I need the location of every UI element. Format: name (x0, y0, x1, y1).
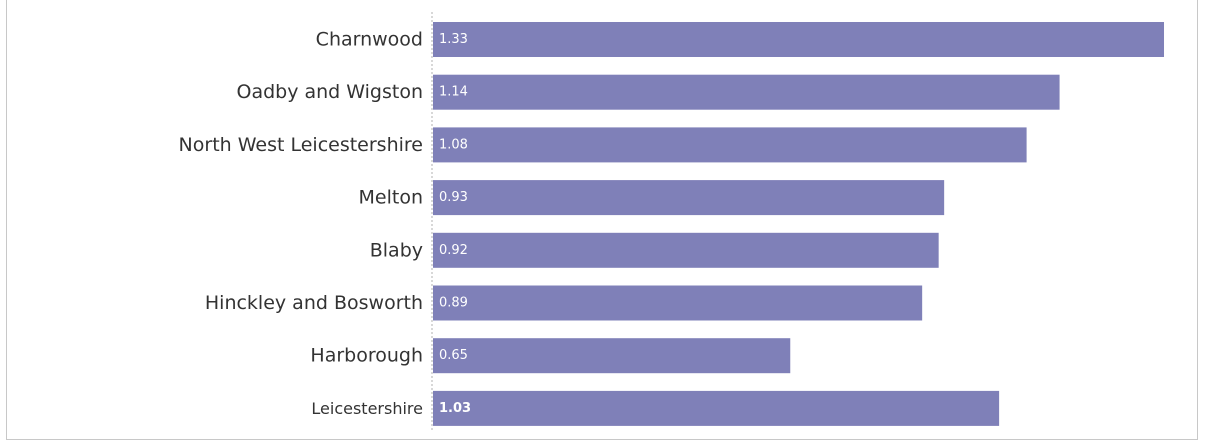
bar-rows: Charnwood 1.33 Oadby and Wigston 1.14 North … (179, 22, 1165, 426)
data-label: 0.93 (439, 190, 468, 205)
bar (433, 127, 1027, 163)
category-label: North West Leicestershire (179, 134, 423, 156)
category-label: Oadby and Wigston (236, 81, 423, 103)
data-label: 1.33 (439, 32, 468, 47)
bar (433, 390, 1000, 426)
category-label: Leicestershire (311, 399, 423, 418)
category-label: Charnwood (316, 29, 423, 51)
bar (433, 74, 1060, 110)
bar (433, 232, 939, 268)
chart-frame (6, 0, 1198, 440)
data-label: 1.14 (439, 85, 468, 100)
category-label: Hinckley and Bosworth (205, 292, 423, 314)
category-label: Harborough (310, 345, 423, 367)
bar (433, 338, 791, 374)
data-label: 0.65 (439, 348, 468, 363)
bar (433, 180, 945, 216)
data-label: 0.92 (439, 243, 468, 258)
bar (433, 285, 923, 321)
bar (433, 22, 1165, 57)
category-label: Blaby (370, 239, 423, 261)
data-label: 0.89 (439, 296, 468, 311)
category-label: Melton (359, 187, 423, 209)
data-label: 1.08 (439, 137, 468, 152)
data-label: 1.03 (439, 401, 471, 416)
